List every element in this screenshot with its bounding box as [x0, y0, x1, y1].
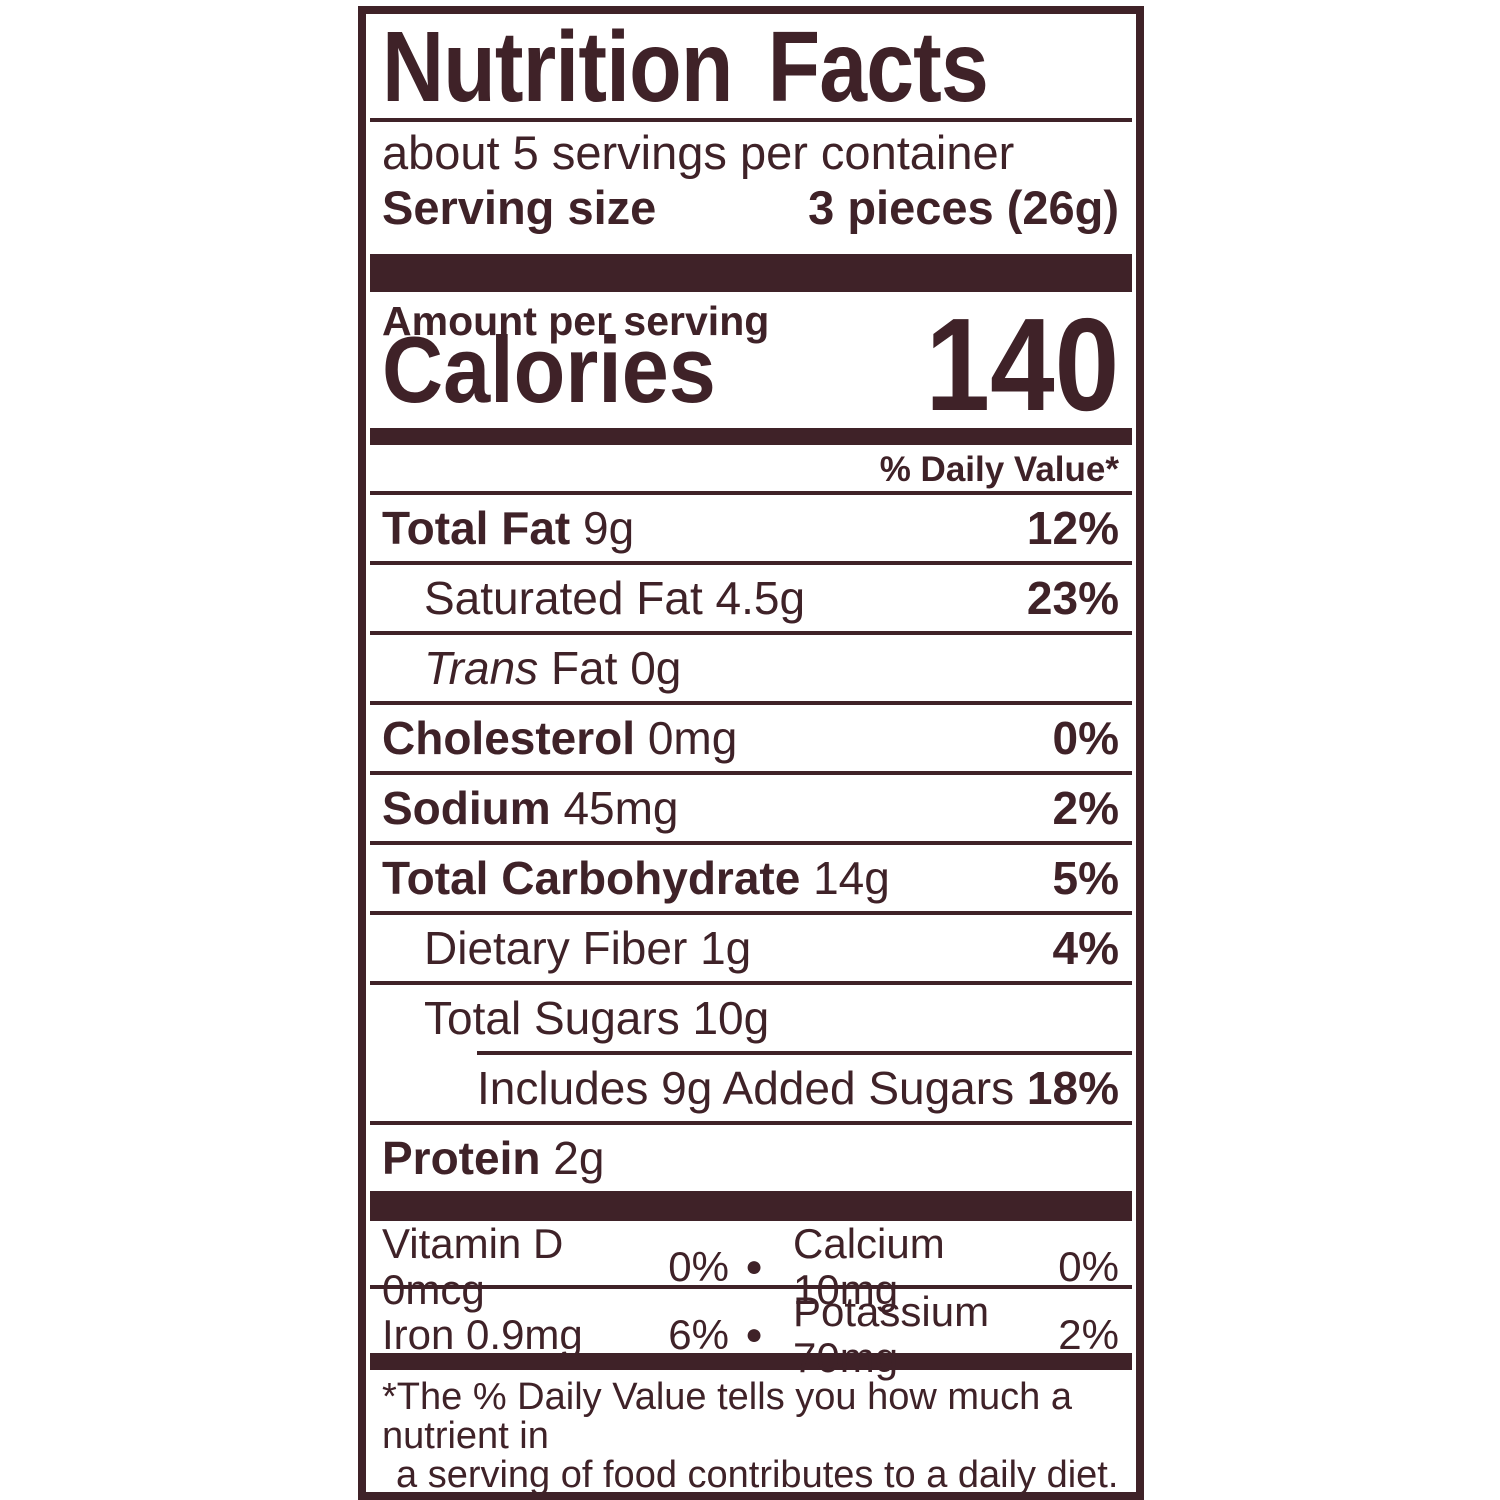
- divider-partial: [477, 1051, 1132, 1055]
- bullet-separator-icon: ●: [744, 1318, 764, 1351]
- nutrient-name: Includes 9g Added Sugars: [477, 1062, 1015, 1114]
- daily-value: 0%: [668, 1243, 729, 1290]
- nutrient-name: Saturated Fat 4.5g: [424, 572, 806, 624]
- nutrient-name: Trans Fat 0g: [424, 642, 682, 694]
- daily-value: 0%: [1052, 712, 1119, 764]
- serving-size-row: Serving size 3 pieces (26g): [382, 180, 1119, 236]
- nutrient-row-saturated-fat: Saturated Fat 4.5g 23%: [366, 565, 1136, 631]
- daily-value: 6%: [668, 1311, 729, 1358]
- divider: [370, 771, 1132, 775]
- nutrient-row-added-sugars: Includes 9g Added Sugars 18%: [366, 1055, 1136, 1121]
- calories-value: 140: [925, 291, 1119, 438]
- section-bar-medium: [370, 1353, 1132, 1370]
- divider: [370, 118, 1132, 122]
- serving-size-value: 3 pieces (26g): [808, 181, 1119, 234]
- divider: [370, 701, 1132, 705]
- calories-row: Calories 140: [382, 291, 1119, 438]
- nutrient-name: Sodium 45mg: [382, 782, 679, 834]
- nutrient-row-sodium: Sodium 45mg 2%: [366, 775, 1136, 841]
- divider: [370, 1121, 1132, 1125]
- nutrient-table: Total Fat 9g 12% Saturated Fat 4.5g 23% …: [366, 491, 1136, 1500]
- nutrient-name: Total Sugars 10g: [424, 992, 770, 1044]
- daily-value: 18%: [1026, 1062, 1119, 1114]
- daily-value: 4%: [1052, 922, 1119, 974]
- divider: [370, 1285, 1132, 1289]
- footnote: *The % Daily Value tells you how much a …: [382, 1378, 1119, 1500]
- nutrient-name: Total Carbohydrate 14g: [382, 852, 890, 904]
- divider: [370, 631, 1132, 635]
- nutrient-name: Cholesterol 0mg: [382, 712, 738, 764]
- section-bar-thick: [370, 254, 1132, 292]
- micronutrient-name: Calcium 10mg: [793, 1220, 945, 1313]
- micronutrient-name: Vitamin D 0mcg: [382, 1220, 564, 1313]
- micronutrient-name: Iron 0.9mg: [382, 1311, 583, 1358]
- calories-label: Calories: [382, 317, 716, 422]
- daily-value: 23%: [1026, 572, 1119, 624]
- label-title: Nutrition Facts: [382, 11, 989, 123]
- servings-per-container: about 5 servings per container: [382, 126, 1015, 179]
- daily-value: 2%: [1052, 782, 1119, 834]
- divider: [370, 911, 1132, 915]
- nutrient-row-cholesterol: Cholesterol 0mg 0%: [366, 705, 1136, 771]
- amount-per-serving: Amount per serving: [382, 298, 770, 344]
- daily-value: 5%: [1052, 852, 1119, 904]
- nutrient-name: Dietary Fiber 1g: [424, 922, 752, 974]
- micronutrient-name: Potassium 70mg: [793, 1288, 990, 1381]
- daily-value-header: % Daily Value*: [879, 450, 1119, 489]
- divider: [370, 841, 1132, 845]
- nutrient-name: Protein 2g: [382, 1132, 605, 1184]
- section-bar-medium: [370, 428, 1132, 445]
- nutrient-row-total-carbohydrate: Total Carbohydrate 14g 5%: [366, 845, 1136, 911]
- nutrient-name: Total Fat 9g: [382, 502, 635, 554]
- nutrient-row-total-fat: Total Fat 9g 12%: [366, 495, 1136, 561]
- micronutrient-row-2: Iron 0.9mg 6% ● Potassium 70mg 2%: [366, 1289, 1136, 1381]
- daily-value: 0%: [1058, 1243, 1119, 1290]
- nutrient-row-dietary-fiber: Dietary Fiber 1g 4%: [366, 915, 1136, 981]
- bullet-separator-icon: ●: [744, 1250, 764, 1283]
- nutrition-facts-label: Nutrition Facts about 5 servings per con…: [358, 6, 1144, 1500]
- nutrient-row-protein: Protein 2g: [366, 1125, 1136, 1191]
- nutrient-row-total-sugars: Total Sugars 10g: [366, 985, 1136, 1051]
- nutrient-row-trans-fat: Trans Fat 0g: [366, 635, 1136, 701]
- daily-value: 12%: [1026, 502, 1119, 554]
- divider: [370, 491, 1132, 495]
- divider: [370, 561, 1132, 565]
- micronutrient-row-1: Vitamin D 0mcg 0% ● Calcium 10mg 0%: [366, 1221, 1136, 1313]
- serving-size-label: Serving size: [382, 181, 657, 234]
- footnote-line: *The % Daily Value tells you how much a …: [382, 1376, 1072, 1457]
- daily-value: 2%: [1058, 1311, 1119, 1358]
- section-bar-thick: [370, 1191, 1132, 1221]
- footnote-line: a serving of food contributes to a daily…: [396, 1454, 1119, 1500]
- divider: [370, 981, 1132, 985]
